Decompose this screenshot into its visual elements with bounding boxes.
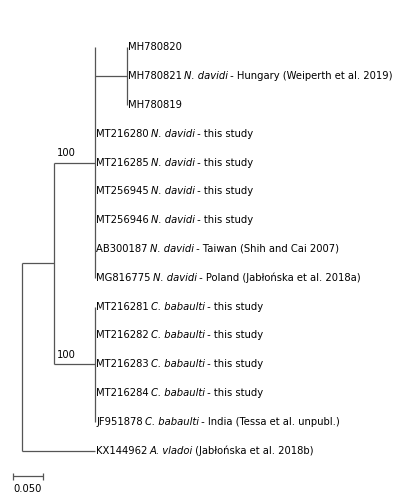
Text: (Jabłońska et al. 2018b): (Jabłońska et al. 2018b)	[192, 446, 313, 456]
Text: KX144962: KX144962	[96, 446, 150, 456]
Text: N. davidi: N. davidi	[150, 244, 194, 254]
Text: - Taiwan (Shih and Cai 2007): - Taiwan (Shih and Cai 2007)	[193, 244, 339, 254]
Text: - this study: - this study	[204, 330, 263, 340]
Text: - this study: - this study	[194, 186, 253, 196]
Text: MT216283: MT216283	[96, 359, 152, 369]
Text: - this study: - this study	[194, 215, 253, 225]
Text: C. babaulti: C. babaulti	[151, 388, 205, 398]
Text: - this study: - this study	[194, 158, 253, 168]
Text: C. babaulti: C. babaulti	[151, 302, 205, 312]
Text: N. davidi: N. davidi	[151, 215, 195, 225]
Text: MH780819: MH780819	[128, 100, 185, 110]
Text: 0.050: 0.050	[14, 484, 42, 494]
Text: - this study: - this study	[194, 129, 253, 139]
Text: N. davidi: N. davidi	[151, 129, 195, 139]
Text: - India (Tessa et al. unpubl.): - India (Tessa et al. unpubl.)	[198, 417, 339, 427]
Text: MT216285: MT216285	[96, 158, 152, 168]
Text: - Hungary (Weiperth et al. 2019): - Hungary (Weiperth et al. 2019)	[227, 71, 393, 81]
Text: N. davidi: N. davidi	[151, 158, 195, 168]
Text: C. babaulti: C. babaulti	[151, 330, 205, 340]
Text: N. davidi: N. davidi	[184, 71, 228, 81]
Text: N. davidi: N. davidi	[152, 273, 197, 283]
Text: - this study: - this study	[204, 302, 263, 312]
Text: MT216281: MT216281	[96, 302, 152, 312]
Text: A. vladoi: A. vladoi	[150, 446, 193, 456]
Text: 100: 100	[56, 148, 75, 158]
Text: MT256945: MT256945	[96, 186, 152, 196]
Text: MT216284: MT216284	[96, 388, 152, 398]
Text: JF951878: JF951878	[96, 417, 146, 427]
Text: MH780821: MH780821	[128, 71, 185, 81]
Text: - this study: - this study	[203, 359, 263, 369]
Text: MT256946: MT256946	[96, 215, 152, 225]
Text: MH780820: MH780820	[128, 42, 185, 52]
Text: AB300187: AB300187	[96, 244, 151, 254]
Text: N. davidi: N. davidi	[151, 186, 195, 196]
Text: C. babaulti: C. babaulti	[145, 417, 199, 427]
Text: MT216282: MT216282	[96, 330, 152, 340]
Text: C. babaulti: C. babaulti	[151, 359, 205, 369]
Text: - Poland (Jabłońska et al. 2018a): - Poland (Jabłońska et al. 2018a)	[196, 272, 360, 283]
Text: MG816775: MG816775	[96, 273, 154, 283]
Text: 100: 100	[56, 350, 75, 360]
Text: - this study: - this study	[203, 388, 263, 398]
Text: MT216280: MT216280	[96, 129, 152, 139]
